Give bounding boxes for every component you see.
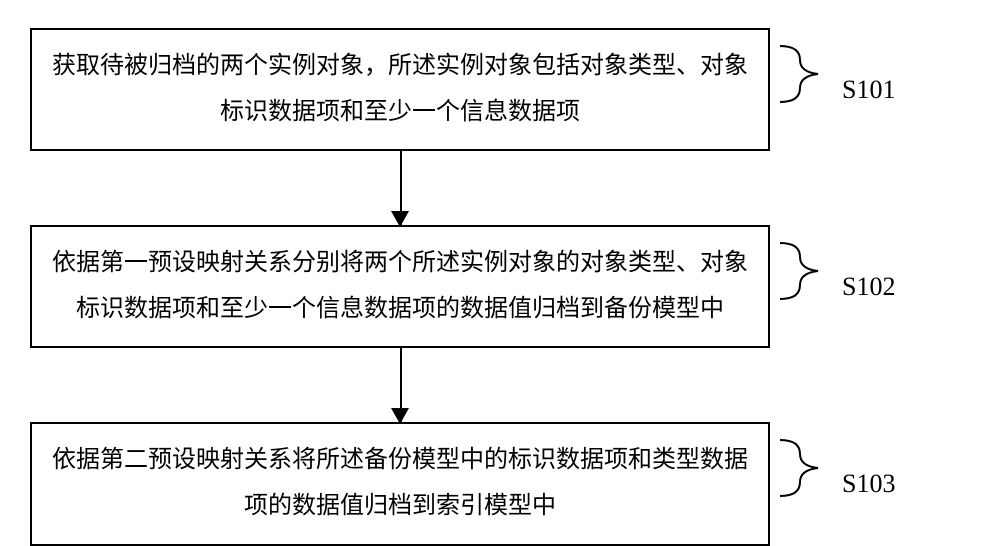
step-text-line2: 标识数据项和至少一个信息数据项 [220, 99, 580, 125]
flow-connector [30, 348, 770, 422]
step-text-line2: 项的数据值归档到索引模型中 [244, 493, 556, 519]
step-row: 依据第二预设映射关系将所述备份模型中的标识数据项和类型数据 项的数据值归档到索引… [30, 422, 970, 545]
brace-icon [778, 44, 820, 104]
step-label: S103 [842, 469, 895, 499]
step-box-s101: 获取待被归档的两个实例对象，所述实例对象包括对象类型、对象 标识数据项和至少一个… [30, 28, 770, 151]
step-text-line1: 依据第一预设映射关系分别将两个所述实例对象的对象类型、对象 [52, 250, 748, 276]
step-text-line2: 标识数据项和至少一个信息数据项的数据值归档到备份模型中 [76, 296, 724, 322]
brace-icon [778, 241, 820, 301]
step-row: 依据第一预设映射关系分别将两个所述实例对象的对象类型、对象 标识数据项和至少一个… [30, 225, 970, 348]
brace-icon [778, 438, 820, 498]
step-text-line1: 依据第二预设映射关系将所述备份模型中的标识数据项和类型数据 [52, 447, 748, 473]
step-box-s103: 依据第二预设映射关系将所述备份模型中的标识数据项和类型数据 项的数据值归档到索引… [30, 422, 770, 545]
step-label: S101 [842, 75, 895, 105]
step-box-s102: 依据第一预设映射关系分别将两个所述实例对象的对象类型、对象 标识数据项和至少一个… [30, 225, 770, 348]
step-row: 获取待被归档的两个实例对象，所述实例对象包括对象类型、对象 标识数据项和至少一个… [30, 28, 970, 151]
step-label: S102 [842, 272, 895, 302]
flow-connector [30, 151, 770, 225]
flowchart-container: 获取待被归档的两个实例对象，所述实例对象包括对象类型、对象 标识数据项和至少一个… [30, 28, 970, 546]
step-text-line1: 获取待被归档的两个实例对象，所述实例对象包括对象类型、对象 [52, 53, 748, 79]
